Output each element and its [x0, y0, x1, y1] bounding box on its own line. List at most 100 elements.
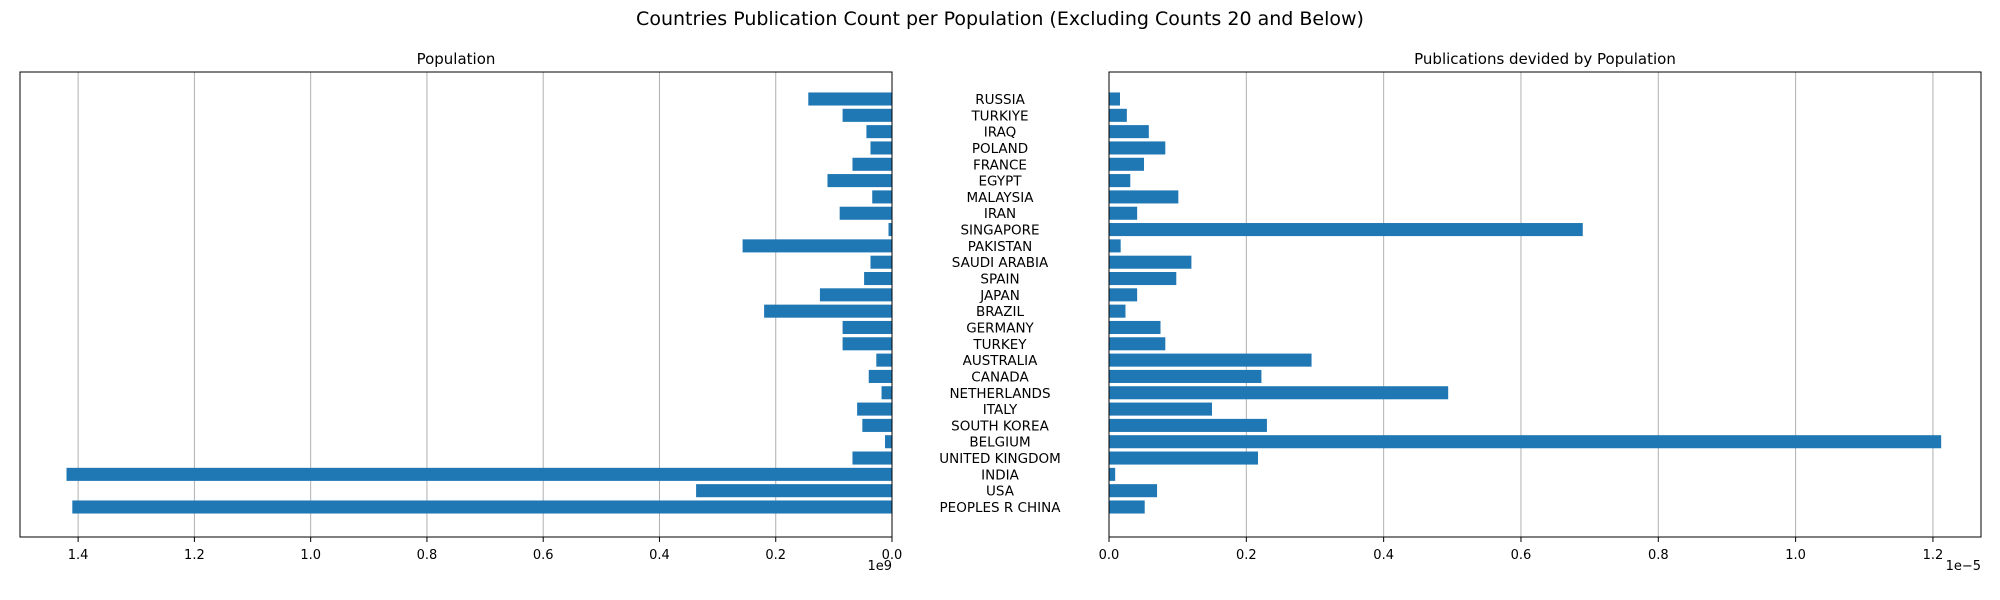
- right-bar-singapore: [1109, 223, 1583, 237]
- left-panel-population: Population 1.4 1.2 1.0 0.8 0.6 0.4 0.2 0.0 1e9: [19, 50, 903, 574]
- country-label-spain: SPAIN: [980, 272, 1019, 288]
- country-label-netherlands: NETHERLANDS: [949, 386, 1050, 402]
- left-bar-iraq: [866, 125, 892, 139]
- country-label-poland: POLAND: [972, 141, 1028, 157]
- country-label-italy: ITALY: [983, 402, 1018, 418]
- country-label-brazil: BRAZIL: [976, 304, 1025, 320]
- right-bar-germany: [1109, 320, 1161, 335]
- country-label-south-korea: SOUTH KOREA: [951, 418, 1049, 434]
- left-tick-label: 1.0: [300, 548, 321, 563]
- right-bar-poland: [1109, 141, 1166, 155]
- right-bar-france: [1109, 157, 1145, 171]
- left-tick-label: 1.2: [184, 548, 205, 563]
- left-bars: [66, 92, 893, 514]
- right-bar-brazil: [1109, 304, 1126, 318]
- right-bar-turkiye: [1109, 108, 1127, 122]
- left-bar-poland: [870, 141, 892, 155]
- country-label-turkey: TURKEY: [972, 337, 1027, 353]
- right-bar-south-korea: [1109, 418, 1267, 432]
- country-label-japan: JAPAN: [979, 288, 1020, 304]
- right-tick-label: 0.6: [1511, 548, 1532, 563]
- right-bar-peoples-r-china: [1109, 500, 1145, 514]
- right-offset-label: 1e−5: [1946, 559, 1981, 574]
- country-label-australia: AUSTRALIA: [963, 353, 1039, 369]
- left-bar-india: [66, 467, 893, 481]
- country-label-canada: CANADA: [971, 369, 1029, 385]
- left-offset-label: 1e9: [867, 559, 892, 574]
- right-x-ticks: 0.0 0.2 0.4 0.6 0.8 1.0 1.2: [1099, 537, 1944, 563]
- left-bar-singapore: [888, 223, 892, 237]
- left-bar-iran: [839, 206, 892, 220]
- right-bar-spain: [1109, 271, 1177, 286]
- left-tick-label: 0.0: [882, 548, 903, 563]
- left-bar-south-korea: [862, 418, 892, 432]
- left-bar-saudi-arabia: [870, 255, 892, 269]
- country-label-iran: IRAN: [984, 206, 1016, 222]
- country-label-egypt: EGYPT: [979, 174, 1023, 190]
- right-bar-egypt: [1109, 174, 1131, 188]
- left-bar-malaysia: [872, 190, 892, 204]
- left-bar-brazil: [764, 304, 892, 318]
- right-tick-label: 0.2: [1236, 548, 1257, 563]
- figure-title: Countries Publication Count per Populati…: [636, 8, 1364, 30]
- country-label-singapore: SINGAPORE: [960, 223, 1039, 239]
- left-bar-united-kingdom: [852, 451, 892, 465]
- left-bar-turkey: [842, 337, 892, 351]
- left-bar-france: [852, 157, 892, 171]
- right-bar-canada: [1109, 369, 1262, 383]
- left-bar-germany: [842, 320, 892, 335]
- right-bars: [1109, 92, 1942, 514]
- left-bar-usa: [696, 484, 892, 498]
- left-panel-title: Population: [417, 50, 496, 68]
- left-axes-frame: [19, 71, 893, 538]
- left-gridlines: [77, 72, 893, 537]
- left-bar-japan: [819, 288, 892, 302]
- country-label-united-kingdom: UNITED KINGDOM: [939, 451, 1061, 467]
- right-axes-frame: [1108, 71, 1982, 538]
- country-label-peoples-r-china: PEOPLES R CHINA: [940, 500, 1062, 516]
- country-label-india: INDIA: [981, 467, 1019, 483]
- right-bar-saudi-arabia: [1109, 255, 1192, 269]
- left-bar-australia: [876, 353, 892, 367]
- country-label-belgium: BELGIUM: [969, 435, 1030, 451]
- right-bar-iraq: [1109, 125, 1149, 139]
- country-label-france: FRANCE: [973, 157, 1027, 173]
- right-tick-label: 0.4: [1373, 548, 1394, 563]
- right-tick-label: 1.2: [1923, 548, 1944, 563]
- country-label-germany: GERMANY: [966, 320, 1034, 336]
- right-panel-title: Publications devided by Population: [1414, 50, 1676, 68]
- country-labels: RUSSIATURKIYEIRAQPOLANDFRANCEEGYPTMALAYS…: [939, 92, 1061, 516]
- left-bar-egypt: [827, 174, 892, 188]
- left-bar-netherlands: [881, 386, 892, 400]
- left-x-ticks: 1.4 1.2 1.0 0.8 0.6 0.4 0.2 0.0: [68, 537, 903, 563]
- left-bar-canada: [868, 369, 892, 383]
- right-bar-russia: [1109, 92, 1120, 106]
- right-bar-australia: [1109, 353, 1312, 367]
- right-bar-italy: [1109, 402, 1212, 416]
- right-bar-iran: [1109, 206, 1138, 220]
- left-tick-label: 0.2: [765, 548, 786, 563]
- right-tick-label: 0.8: [1648, 548, 1669, 563]
- right-tick-label: 1.0: [1785, 548, 1806, 563]
- country-label-russia: RUSSIA: [975, 92, 1025, 108]
- right-bar-japan: [1109, 288, 1138, 302]
- country-label-pakistan: PAKISTAN: [968, 239, 1032, 255]
- country-label-malaysia: MALAYSIA: [967, 190, 1035, 206]
- left-bar-italy: [857, 402, 892, 416]
- left-tick-label: 0.4: [649, 548, 670, 563]
- left-tick-label: 0.8: [417, 548, 438, 563]
- left-bar-belgium: [885, 435, 892, 449]
- right-bar-turkey: [1109, 337, 1166, 351]
- left-bar-pakistan: [742, 239, 892, 253]
- right-panel-ratio: Publications devided by Population 0.0 0.…: [1099, 50, 1982, 574]
- right-bar-belgium: [1109, 435, 1942, 449]
- left-bar-spain: [864, 271, 892, 286]
- right-bar-malaysia: [1109, 190, 1179, 204]
- left-bar-peoples-r-china: [72, 500, 892, 514]
- right-tick-label: 0.0: [1099, 548, 1120, 563]
- left-bar-russia: [808, 92, 892, 106]
- right-bar-netherlands: [1109, 386, 1449, 400]
- right-bar-india: [1109, 467, 1116, 481]
